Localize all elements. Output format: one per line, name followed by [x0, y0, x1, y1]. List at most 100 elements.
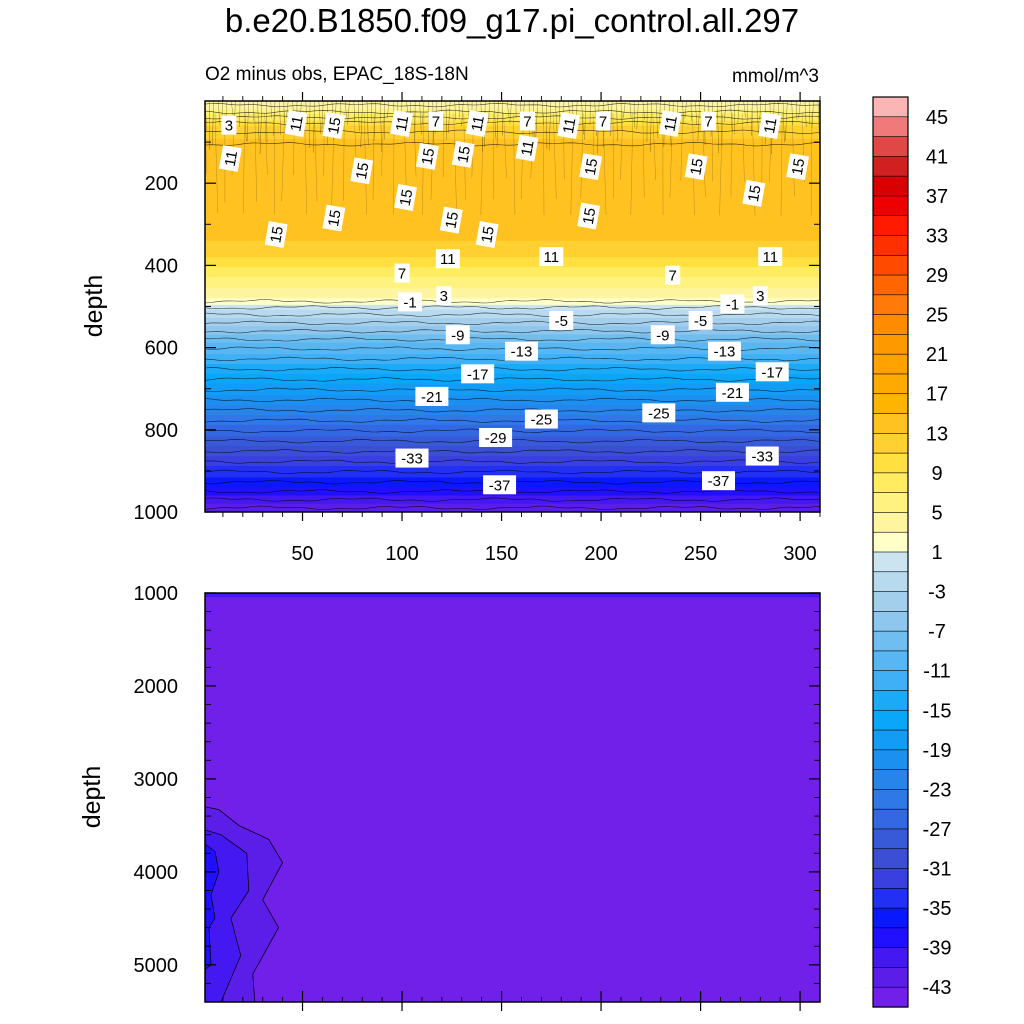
colorbar-tick-label: 25 — [926, 305, 948, 327]
colorbar-box — [872, 828, 909, 850]
colorbar-box — [872, 749, 909, 771]
colorbar-tick-label: -7 — [928, 621, 946, 643]
lower-anomaly-contour — [205, 843, 220, 970]
contour-label: -1 — [720, 294, 745, 314]
contour-label: -33 — [745, 446, 779, 466]
svg-text:15: 15 — [454, 145, 474, 164]
svg-text:-21: -21 — [722, 385, 744, 402]
contour-label: 15 — [322, 204, 346, 232]
contour-label: -33 — [395, 448, 429, 468]
colorbar-tick-label: 13 — [926, 423, 948, 445]
contour-label: -9 — [445, 325, 470, 345]
colorbar-box — [872, 630, 909, 652]
lower-y-axis-label: depth — [78, 766, 106, 829]
contour-label: -21 — [415, 386, 449, 406]
colorbar-tick-label: -23 — [923, 779, 952, 801]
contour-label: 11 — [465, 110, 489, 137]
svg-text:15: 15 — [442, 211, 462, 230]
svg-text:15: 15 — [397, 188, 417, 207]
contour-label: 11 — [758, 247, 783, 267]
contour-label: -37 — [483, 475, 517, 495]
colorbar-box — [872, 294, 909, 316]
contour-label: -13 — [504, 341, 538, 361]
colorbar-tick-label: 37 — [926, 186, 948, 208]
colorbar-box — [872, 235, 909, 256]
svg-text:-33: -33 — [751, 449, 773, 466]
contour-label: 11 — [515, 134, 539, 162]
lower-y-tick-label: 3000 — [134, 769, 179, 791]
svg-text:7: 7 — [523, 114, 531, 131]
svg-text:15: 15 — [687, 157, 707, 176]
colorbar-tick-label: 17 — [926, 384, 948, 406]
colorbar-box — [872, 373, 909, 395]
upper-y-tick-label: 800 — [145, 420, 178, 442]
contour-label: 3 — [221, 115, 237, 135]
colorbar-tick-label: 21 — [926, 344, 948, 366]
colorbar-box — [872, 808, 909, 830]
contour-label: -37 — [701, 471, 735, 491]
contour-label: 11 — [218, 144, 242, 172]
colorbar-box — [872, 353, 909, 375]
svg-text:7: 7 — [669, 268, 677, 285]
colorbar-box — [872, 709, 909, 731]
contour-label: -25 — [642, 403, 676, 423]
lower-y-tick-label: 4000 — [134, 862, 179, 884]
contour-label: 15 — [577, 202, 601, 230]
colorbar-tick-label: -11 — [923, 661, 950, 683]
colorbar-box — [872, 769, 909, 790]
svg-text:15: 15 — [582, 157, 602, 176]
lower-top-band — [205, 593, 820, 598]
svg-text:11: 11 — [761, 117, 780, 135]
colorbar-box — [872, 591, 909, 612]
svg-text:11: 11 — [222, 149, 241, 167]
lower-background-field — [205, 593, 820, 1002]
colorbar-box — [872, 116, 909, 138]
contour-label: 15 — [350, 157, 374, 185]
svg-text:-37: -37 — [489, 477, 511, 494]
svg-text:7: 7 — [704, 114, 712, 131]
svg-text:-5: -5 — [555, 313, 568, 330]
upper-contour-labels: 3 11 11 15 11 7 11 7 11 7 11 7 11 11 15 15 15 15 15 15 15 15 1… — [218, 110, 810, 495]
upper-y-tick-label: 200 — [145, 173, 178, 195]
colorbar-box — [872, 967, 909, 988]
colorbar-labels: 45 41 37 33 29 25 21 17 13 9 5 1 -3 -7 -11 -15 -19 -23 -27… — [923, 107, 952, 999]
colorbar-box — [872, 254, 909, 276]
svg-text:15: 15 — [580, 206, 600, 225]
svg-text:7: 7 — [398, 266, 406, 283]
colorbar-box — [872, 888, 909, 909]
upper-plot-units: mmol/m^3 — [731, 66, 819, 87]
contour-label: 7 — [519, 111, 535, 131]
colorbar-box — [872, 611, 909, 632]
svg-text:11: 11 — [544, 249, 560, 266]
svg-text:15: 15 — [789, 157, 809, 176]
colorbar-box — [872, 650, 909, 672]
upper-y-tick-label: 600 — [145, 338, 178, 360]
colorbar-box — [872, 729, 909, 751]
colorbar-tick-label: -35 — [923, 898, 952, 920]
colorbar-box — [872, 472, 909, 494]
colorbar-box — [872, 452, 909, 474]
svg-text:11: 11 — [440, 251, 456, 268]
lower-y-tick-label: 1000 — [134, 583, 179, 605]
contour-label: 15 — [394, 184, 417, 211]
contour-label: 7 — [701, 111, 717, 131]
svg-text:3: 3 — [225, 118, 233, 135]
contour-label: 11 — [539, 247, 564, 267]
colorbar-tick-label: -15 — [923, 700, 952, 722]
svg-text:-17: -17 — [467, 366, 489, 383]
upper-axes: 200 400 600 800 1000 50 100 150 200 250 300 — [134, 92, 821, 565]
main-title: b.e20.B1850.f09_g17.pi_control.all.297 — [224, 2, 800, 39]
colorbar-box — [872, 848, 909, 870]
svg-text:11: 11 — [661, 115, 680, 133]
contour-label: 15 — [579, 153, 603, 181]
svg-text:-1: -1 — [726, 296, 739, 313]
colorbar-box — [872, 868, 909, 889]
colorbar-box — [872, 175, 909, 197]
svg-text:-25: -25 — [531, 412, 553, 429]
colorbar-tick-label: 41 — [926, 146, 948, 168]
colorbar-box — [872, 531, 909, 553]
svg-text:-9: -9 — [451, 327, 464, 344]
colorbar-box — [872, 334, 909, 355]
colorbar-box — [872, 433, 909, 454]
